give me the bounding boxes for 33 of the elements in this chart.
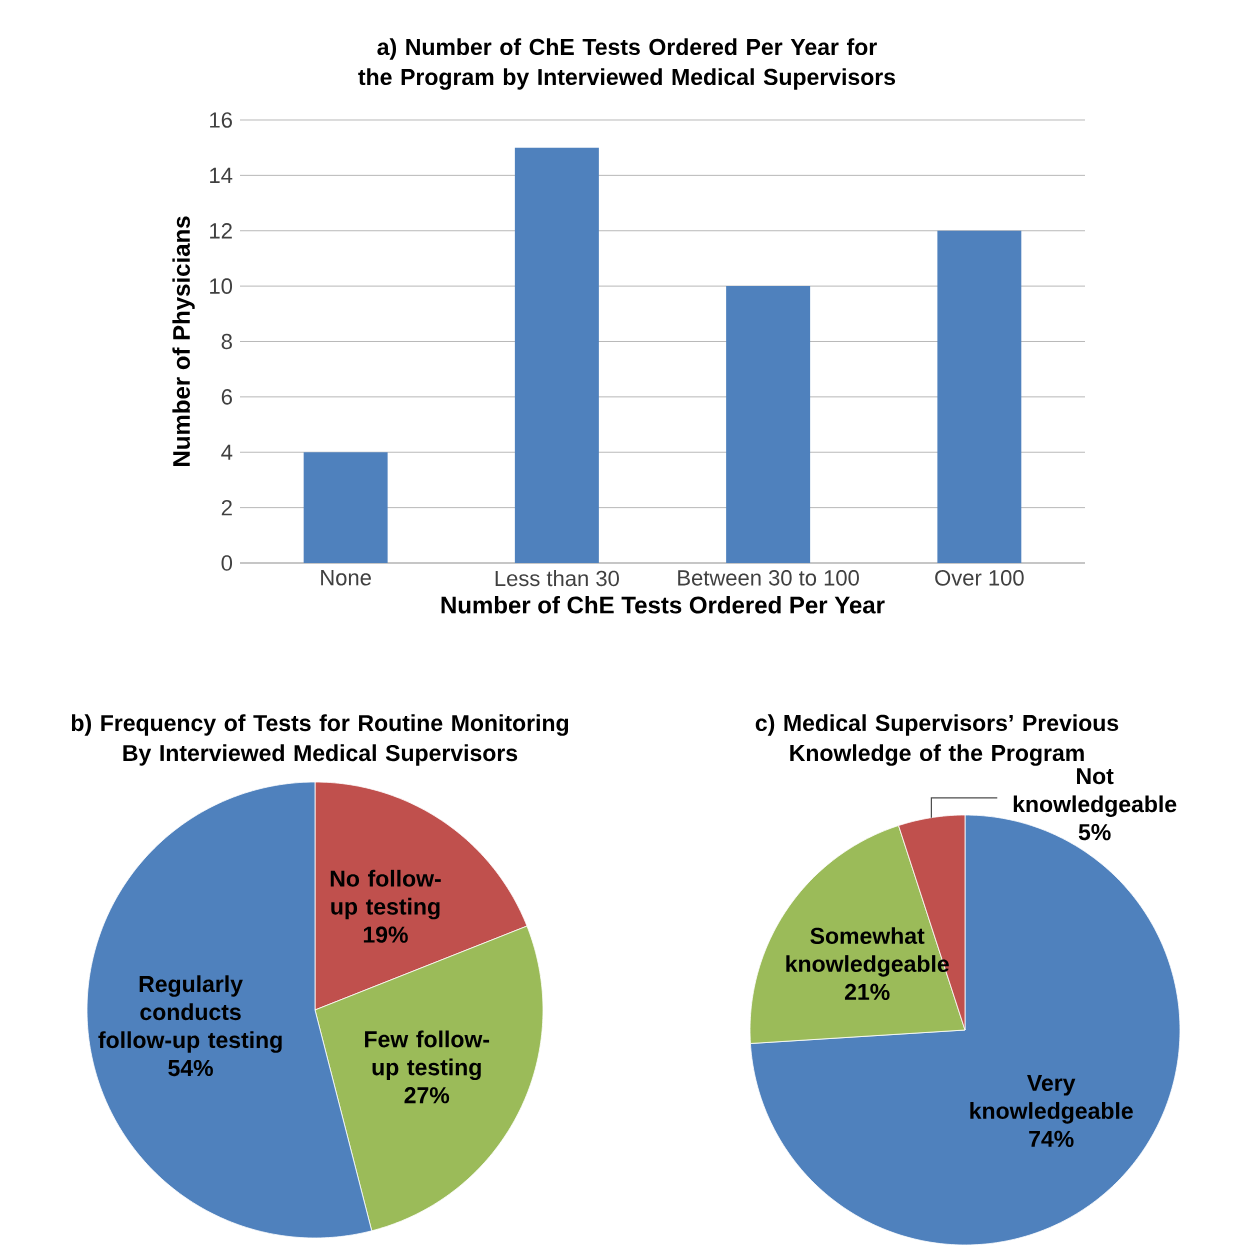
y-tick-label: 4 [221,444,233,460]
slice-label: Few follow-up testing [365,1030,490,1081]
y-tick-label: 6 [221,389,232,405]
data-label: 54% [168,1059,213,1077]
y-tick-label: 12 [210,223,232,239]
x-tick-label: Between 30 to 100 [678,570,859,586]
bar [514,147,599,563]
chart-title: c) Medical Supervisors’ Previous Knowledge of the Program [755,714,1119,766]
bar [726,286,811,563]
y-tick-label: 8 [221,333,232,350]
slice-label: Not knowledgeable [1013,768,1177,817]
bar [303,452,388,563]
slice-label: No follow-up testing [330,869,441,920]
bar [937,230,1022,563]
chart-title: a) Number of ChE Tests Ordered Per Year for the Program by Interviewed Medical Supervisors [358,38,896,90]
data-label: 21% [844,983,890,1000]
x-tick-label: Less than 30 [495,570,619,587]
y-tick-label: 10 [210,278,233,294]
slice-label: Very knowledgeable [970,1074,1133,1124]
data-label: 5% [1078,824,1111,841]
y-axis-title: Number of Physicians [172,216,195,466]
chart-title: b) Frequency of Tests for Routine Monitoring By Interviewed Medical Supervisors [71,714,569,766]
data-label: 74% [1029,1130,1074,1147]
data-label: 19% [363,926,408,943]
slice-label: Regularly conducts follow-up testing [98,975,282,1053]
y-tick-label: 0 [221,555,233,571]
y-tick-label: 14 [210,167,233,183]
y-tick-label: 16 [210,112,232,128]
x-axis-title: Number of ChE Tests Ordered Per Year [441,595,885,614]
data-label: 27% [404,1087,450,1104]
y-tick-label: 2 [221,499,232,516]
x-tick-label: None [321,570,371,586]
x-tick-label: Over 100 [935,570,1024,586]
